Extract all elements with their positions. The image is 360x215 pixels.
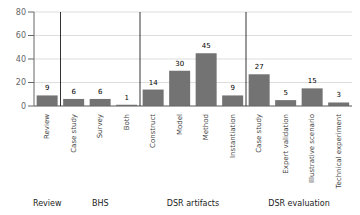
svg-text:6: 6 [98,88,103,96]
svg-text:14: 14 [149,79,158,87]
svg-text:DSR evaluation: DSR evaluation [268,199,329,208]
svg-text:Review: Review [43,114,51,139]
svg-text:BHS: BHS [92,199,109,208]
svg-text:Instantiation: Instantiation [229,114,237,158]
svg-text:9: 9 [230,84,234,92]
svg-text:0: 0 [21,102,26,111]
svg-text:Technical experiment: Technical experiment [335,114,343,190]
svg-text:45: 45 [202,42,211,50]
svg-text:20: 20 [16,78,26,87]
svg-text:DSR artifacts: DSR artifacts [167,199,219,208]
svg-text:Survey: Survey [96,114,104,138]
svg-text:40: 40 [16,55,26,64]
svg-text:30: 30 [175,60,184,68]
svg-text:Construct: Construct [149,114,157,148]
svg-text:15: 15 [308,77,317,85]
svg-text:80: 80 [16,8,26,17]
svg-text:Expert validation: Expert validation [282,114,290,174]
svg-text:Case study: Case study [70,114,78,153]
svg-text:60: 60 [16,31,26,40]
svg-text:6: 6 [71,88,76,96]
svg-text:Method: Method [202,114,210,140]
svg-text:5: 5 [283,89,287,97]
svg-text:9: 9 [45,84,49,92]
svg-text:3: 3 [336,91,340,99]
svg-text:Review: Review [33,199,62,208]
svg-text:27: 27 [255,63,264,71]
svg-text:Both: Both [123,114,131,130]
svg-text:1: 1 [124,94,128,102]
svg-text:Case study: Case study [255,114,263,153]
svg-text:Illustrative scenario: Illustrative scenario [308,114,316,183]
svg-text:Model: Model [176,114,184,135]
